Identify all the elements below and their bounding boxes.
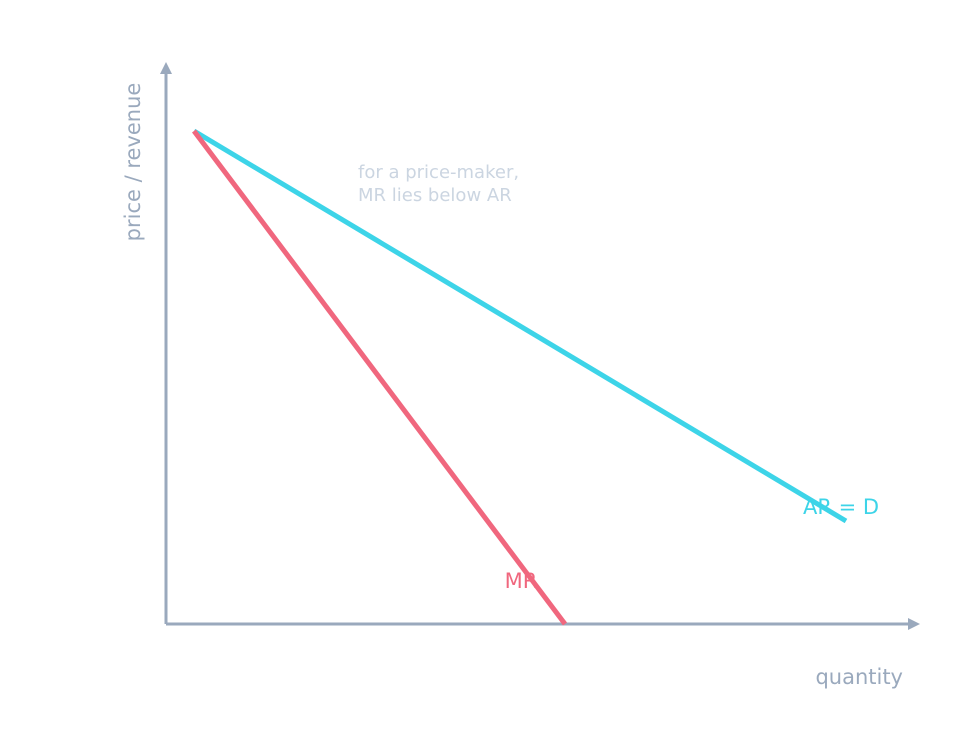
ar-label: AR = D bbox=[803, 495, 879, 519]
annotation-line: for a price-maker, bbox=[358, 162, 519, 183]
y-axis-label: price / revenue bbox=[121, 83, 145, 242]
ar-curve bbox=[192, 128, 848, 524]
mr-label: MR bbox=[505, 569, 538, 593]
annotation-line: MR lies below AR bbox=[358, 185, 512, 206]
mr-curve bbox=[192, 129, 567, 626]
x-axis-label: quantity bbox=[815, 665, 903, 689]
